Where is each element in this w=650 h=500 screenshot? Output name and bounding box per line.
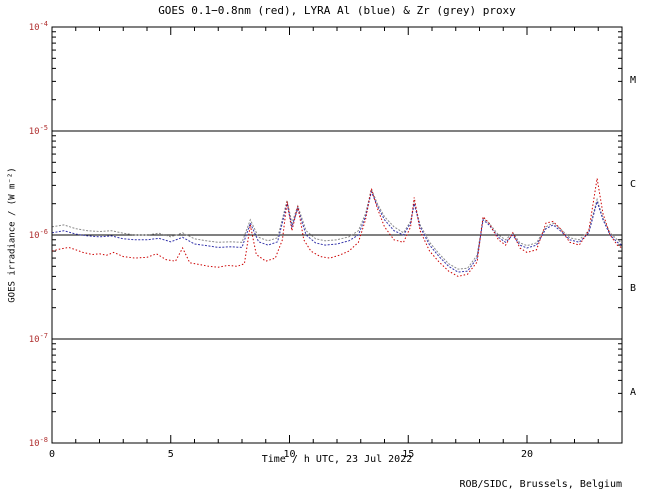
y-tick-label: 10-6	[29, 228, 48, 241]
x-tick-label: 20	[521, 449, 533, 460]
plot-frame	[51, 26, 623, 444]
flare-class-labels: M C B A	[630, 75, 636, 398]
y-tick-label: 10-4	[29, 20, 48, 33]
x-tick-label: 0	[49, 449, 55, 460]
flare-class-label: A	[630, 387, 636, 398]
y-tick-label: 10-8	[29, 436, 48, 449]
chart-title: GOES 0.1−0.8nm (red), LYRA Al (blue) & Z…	[158, 4, 516, 17]
y-tick-label: 10-5	[29, 124, 48, 137]
class-boundary-lines	[52, 130, 622, 340]
series-lines	[51, 178, 623, 277]
series-lyra	[51, 190, 623, 273]
x-axis-title: Time / h UTC, 23 Jul 2022	[261, 454, 413, 465]
flare-class-label: M	[630, 75, 636, 86]
series-goes	[51, 178, 623, 277]
x-tick-label: 15	[402, 449, 414, 460]
flare-class-label: B	[630, 283, 636, 294]
flare-class-label: C	[630, 179, 636, 190]
credit-text: ROB/SIDC, Brussels, Belgium	[459, 479, 622, 490]
x-tick-label: 5	[168, 449, 174, 460]
series-lyra	[51, 187, 623, 270]
y-tick-label: 10-7	[29, 332, 48, 345]
x-tick-label: 10	[283, 449, 295, 460]
